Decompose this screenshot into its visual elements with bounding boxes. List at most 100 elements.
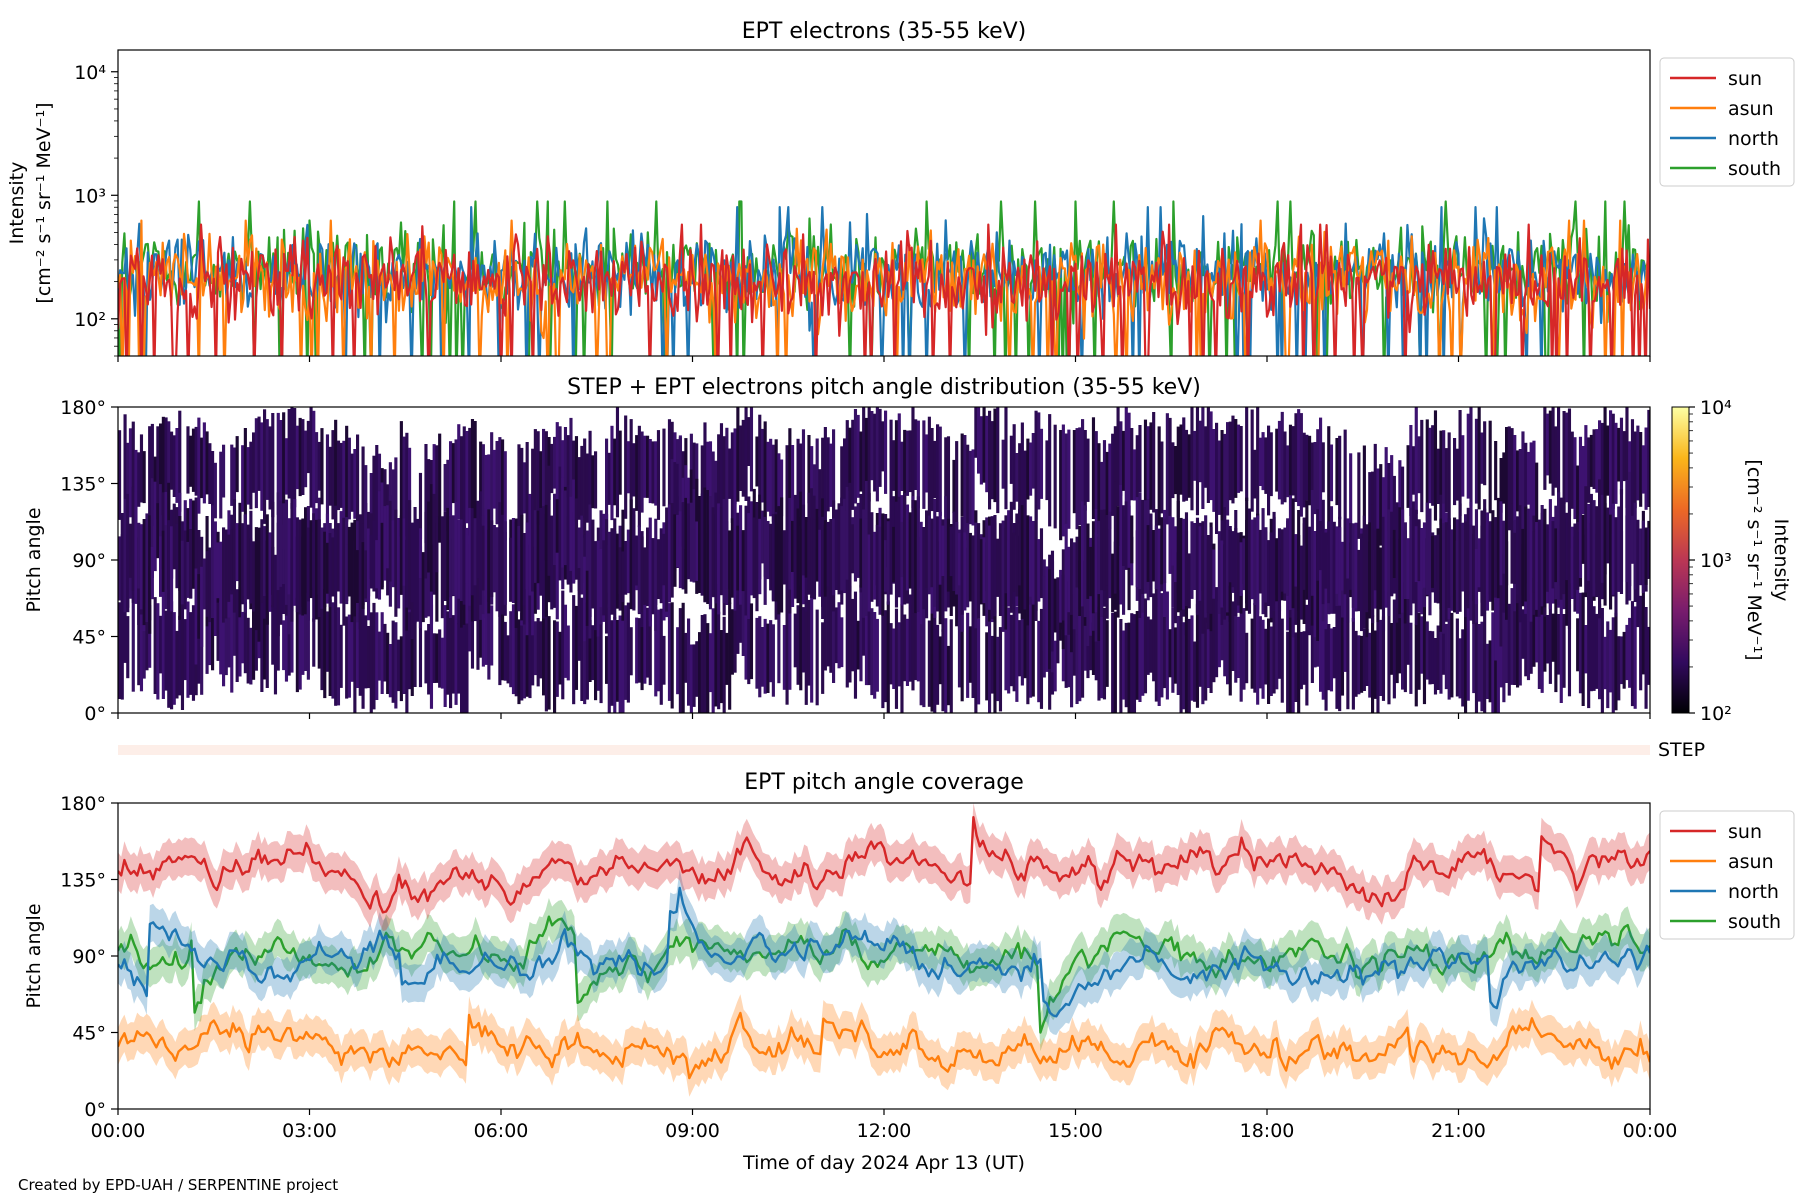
heatmap-cell <box>1206 407 1210 503</box>
heatmap-cell <box>323 531 327 608</box>
heatmap-cell <box>350 522 354 623</box>
heatmap-cell <box>1502 520 1506 574</box>
heatmap-cell <box>927 416 931 521</box>
heatmap-cell <box>960 609 964 702</box>
heatmap-cell <box>1494 441 1498 501</box>
heatmap-cell <box>213 521 217 636</box>
heatmap-cell <box>301 606 305 675</box>
heatmap-cell <box>1390 455 1394 555</box>
heatmap-cell <box>1119 619 1123 713</box>
heatmap-cell <box>317 441 321 491</box>
heatmap-cell <box>315 432 319 504</box>
heatmap-cell <box>325 542 330 594</box>
heatmap-cell <box>741 577 745 656</box>
heatmap-cell <box>164 610 168 691</box>
heatmap-cell <box>1187 434 1191 498</box>
heatmap-cell <box>394 509 398 617</box>
heatmap-cell <box>148 515 152 621</box>
heatmap-cell <box>1625 479 1629 583</box>
heatmap-cell <box>1217 601 1221 668</box>
heatmap-cell <box>413 507 417 606</box>
heatmap-cell <box>1606 425 1610 496</box>
heatmap-cell <box>1083 619 1087 671</box>
heatmap-cell <box>982 407 986 483</box>
heatmap-cell <box>1165 591 1169 700</box>
heatmap-cell <box>150 546 154 600</box>
heatmap-cell <box>1406 598 1410 665</box>
heatmap-cell <box>252 432 256 493</box>
heatmap-cell <box>1146 426 1150 502</box>
heatmap-cell <box>977 407 981 474</box>
heatmap-cell <box>990 421 994 500</box>
heatmap-cell <box>227 600 231 668</box>
heatmap-cell <box>1562 411 1566 504</box>
heatmap-cell <box>605 519 609 634</box>
heatmap-cell <box>1135 497 1139 588</box>
heatmap-cell <box>662 635 666 685</box>
heatmap-cell <box>771 444 775 522</box>
heatmap-cell <box>167 421 171 509</box>
heatmap-cell <box>1127 622 1131 713</box>
heatmap-cell <box>774 514 778 602</box>
heatmap-cell <box>364 465 368 538</box>
heatmap-cell <box>1056 577 1060 664</box>
heatmap-cell <box>1070 599 1074 708</box>
heatmap-cell <box>1379 464 1383 546</box>
heatmap-cell <box>287 409 291 499</box>
heatmap-cell <box>137 585 141 686</box>
heatmap-cell <box>897 622 901 687</box>
heatmap-cell <box>585 602 589 700</box>
heatmap-cell <box>1179 517 1183 611</box>
heatmap-cell <box>1226 422 1230 516</box>
heatmap-cell <box>1373 530 1377 591</box>
heatmap-cell <box>197 574 201 639</box>
heatmap-cell <box>1453 517 1457 601</box>
heatmap-cell <box>821 437 825 537</box>
heatmap-cell <box>1160 441 1164 514</box>
heatmap-cell <box>892 628 896 689</box>
heatmap-cell <box>1535 598 1539 663</box>
heatmap-cell <box>495 527 499 612</box>
heatmap-cell <box>1037 539 1041 602</box>
heatmap-cell <box>1450 529 1454 597</box>
heatmap-cell <box>1641 445 1645 494</box>
heatmap-cell <box>821 516 825 619</box>
heatmap-cell <box>1622 431 1626 482</box>
heatmap-cell <box>1491 612 1495 713</box>
heatmap-cell <box>785 602 789 705</box>
heatmap-cell <box>1532 440 1536 522</box>
heatmap-cell <box>186 541 190 598</box>
heatmap-cell <box>1081 419 1085 519</box>
heatmap-cell <box>1390 623 1394 675</box>
heatmap-cell <box>1174 446 1178 495</box>
heatmap-cell <box>235 589 239 682</box>
heatmap-cell <box>1171 442 1175 499</box>
heatmap-cell <box>120 586 124 700</box>
heatmap-cell <box>555 621 559 697</box>
heatmap-cell <box>1143 500 1148 594</box>
heatmap-cell <box>1329 506 1334 614</box>
heatmap-cell <box>566 435 570 498</box>
heatmap-cell <box>383 506 387 581</box>
heatmap-cell <box>260 519 264 603</box>
heatmap-cell <box>1288 424 1293 497</box>
heatmap-cell <box>574 498 579 580</box>
heatmap-cell <box>224 529 228 619</box>
heatmap-cell <box>1578 592 1583 694</box>
heatmap-cell <box>186 426 190 494</box>
heatmap-cell <box>1001 439 1005 489</box>
heatmap-cell <box>588 558 592 639</box>
heatmap-cell <box>692 489 696 569</box>
heatmap-cell <box>1228 585 1232 696</box>
heatmap-cell <box>468 507 472 606</box>
heatmap-cell <box>785 516 789 593</box>
heatmap-cell <box>487 529 491 602</box>
heatmap-cell <box>1031 433 1035 489</box>
heatmap-cell <box>925 510 929 588</box>
heatmap-cell <box>1072 430 1076 514</box>
heatmap-cell <box>238 502 242 618</box>
heatmap-cell <box>161 492 165 570</box>
heatmap-cell <box>1529 442 1533 516</box>
heatmap-cell <box>216 542 220 599</box>
heatmap-cell <box>1335 596 1339 709</box>
